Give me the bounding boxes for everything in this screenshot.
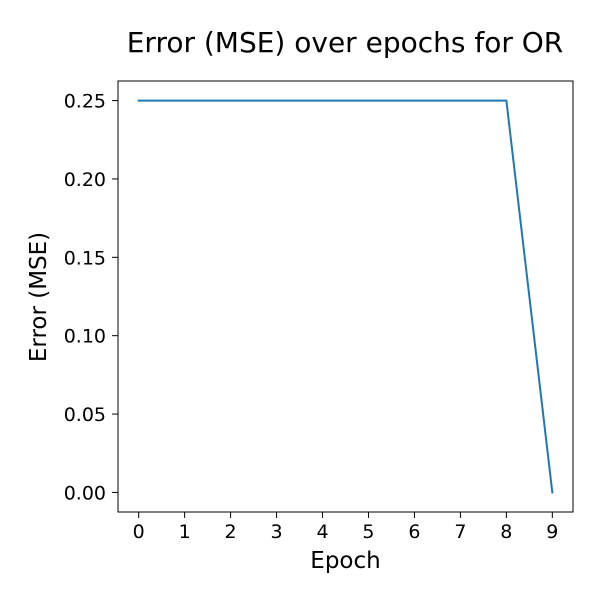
x-tick-label-3: 3 — [271, 521, 283, 543]
y-axis-label: Error (MSE) — [26, 232, 52, 362]
x-tick-label-6: 6 — [408, 521, 420, 543]
x-tick-label-0: 0 — [133, 521, 145, 543]
x-axis-label: Epoch — [310, 548, 380, 574]
x-tick-label-4: 4 — [316, 521, 328, 543]
x-tick-label-2: 2 — [225, 521, 237, 543]
x-tick-label-1: 1 — [179, 521, 191, 543]
y-tick-label-2: 0.10 — [64, 326, 106, 348]
x-tick-label-7: 7 — [454, 521, 466, 543]
y-tick-label-0: 0.00 — [64, 482, 106, 504]
y-tick-label-5: 0.25 — [64, 91, 106, 113]
chart-title: Error (MSE) over epochs for OR — [127, 26, 564, 59]
x-tick-label-9: 9 — [546, 521, 558, 543]
plot-frame — [117, 80, 574, 513]
x-tick-label-5: 5 — [362, 521, 374, 543]
plot-area: 0 1 2 3 4 5 6 7 8 9 0.00 0.05 0.10 0.15 0.20 0.25 — [64, 80, 574, 543]
y-tick-label-3: 0.15 — [64, 247, 106, 269]
series-line-0 — [137, 99, 554, 494]
y-tick-label-4: 0.20 — [64, 169, 106, 191]
y-tick-label-1: 0.05 — [64, 404, 106, 426]
x-tick-label-8: 8 — [500, 521, 512, 543]
